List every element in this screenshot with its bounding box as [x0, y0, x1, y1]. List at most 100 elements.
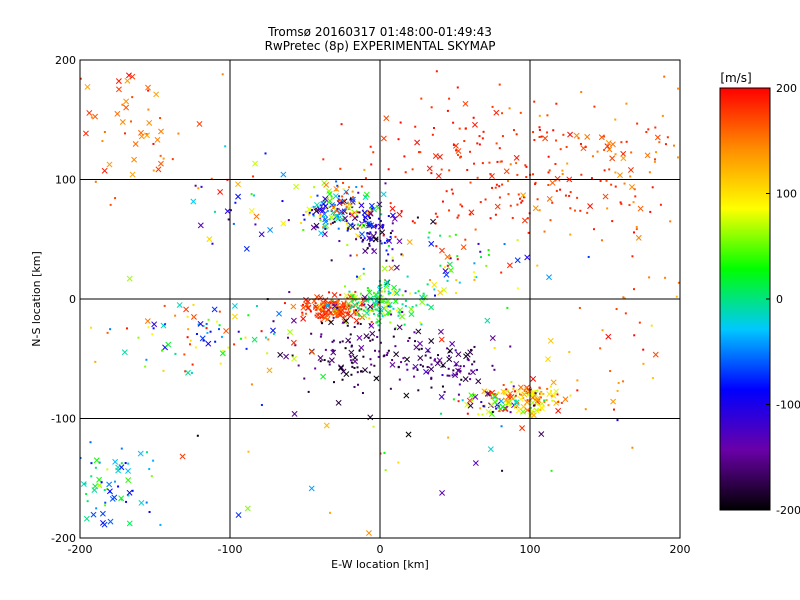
x-marker-point [115, 86, 122, 93]
dot-marker-point [281, 200, 284, 203]
dot-marker-point [634, 195, 637, 198]
x-marker-point [290, 317, 297, 324]
dot-marker-point [359, 322, 362, 325]
dot-marker-point [370, 238, 373, 241]
dot-marker-point [342, 188, 345, 191]
dot-marker-point [381, 315, 384, 318]
x-marker-point [391, 215, 398, 222]
dot-marker-point [440, 412, 443, 415]
x-marker-point [138, 499, 145, 506]
dot-marker-point [498, 147, 501, 150]
x-marker-point [235, 193, 242, 200]
x-tick-label: 0 [377, 543, 384, 556]
dot-marker-point [576, 196, 579, 199]
dot-marker-point [300, 221, 303, 224]
dot-marker-point [387, 349, 390, 352]
dot-marker-point [348, 309, 351, 312]
dot-marker-point [174, 314, 177, 317]
dot-marker-point [358, 211, 361, 214]
dot-marker-point [367, 221, 370, 224]
dot-marker-point [377, 355, 380, 358]
dot-marker-point [117, 485, 120, 488]
dot-marker-point [320, 320, 323, 323]
x-marker-point [462, 376, 469, 383]
dot-marker-point [536, 198, 539, 201]
dot-marker-point [501, 183, 504, 186]
dot-marker-point [373, 312, 376, 315]
dot-marker-point [137, 336, 140, 339]
dot-marker-point [603, 148, 606, 151]
dot-marker-point [163, 323, 166, 326]
dot-marker-point [617, 381, 620, 384]
dot-marker-point [664, 276, 667, 279]
dot-marker-point [624, 312, 627, 315]
x-marker-point [447, 347, 454, 354]
dot-marker-point [586, 211, 589, 214]
dot-marker-point [498, 410, 501, 413]
dot-marker-point [605, 179, 608, 182]
dot-marker-point [398, 311, 401, 314]
x-marker-point [544, 356, 551, 363]
x-marker-point [515, 407, 522, 414]
dot-marker-point [633, 288, 636, 291]
dot-marker-point [459, 156, 462, 159]
dot-marker-point [197, 187, 200, 190]
x-marker-point [82, 130, 89, 137]
dot-marker-point [370, 320, 373, 323]
dot-marker-point [502, 384, 505, 387]
dot-marker-point [399, 121, 402, 124]
dot-marker-point [489, 217, 492, 220]
dot-marker-point [333, 204, 336, 207]
dot-marker-point [332, 381, 335, 384]
dot-marker-point [482, 130, 485, 133]
dot-marker-point [487, 253, 490, 256]
dot-marker-point [341, 195, 344, 198]
dot-marker-point [623, 182, 626, 185]
dot-marker-point [336, 300, 339, 303]
x-marker-point [413, 344, 420, 351]
x-marker-point [391, 289, 398, 296]
x-axis-ticks: -200 -100 0 100 200 [68, 543, 691, 556]
dot-marker-point [351, 292, 354, 295]
dot-marker-point [309, 195, 312, 198]
dot-marker-point [503, 243, 506, 246]
x-marker-point [515, 388, 522, 395]
x-marker-point [121, 349, 128, 356]
dot-marker-point [354, 290, 357, 293]
dot-marker-point [448, 354, 451, 357]
dot-marker-point [441, 365, 444, 368]
x-marker-point [199, 335, 206, 342]
dot-marker-point [495, 142, 498, 145]
x-marker-point [550, 379, 557, 386]
x-marker-point [335, 399, 342, 406]
x-marker-point [224, 208, 231, 215]
dot-marker-point [264, 336, 267, 339]
dot-marker-point [445, 190, 448, 193]
dot-marker-point [372, 310, 375, 313]
x-marker-point [84, 83, 91, 90]
x-marker-point [369, 330, 376, 337]
dot-marker-point [516, 239, 519, 242]
x-marker-point [183, 306, 190, 313]
dot-marker-point [382, 234, 385, 237]
dot-marker-point [316, 307, 319, 310]
x-marker-point [485, 408, 492, 415]
dot-marker-point [383, 241, 386, 244]
dot-marker-point [315, 308, 318, 311]
x-marker-point [314, 201, 320, 208]
dot-marker-point [350, 361, 353, 364]
dot-marker-point [534, 183, 537, 186]
dot-marker-point [159, 523, 162, 526]
dot-marker-point [302, 303, 305, 306]
dot-marker-point [349, 333, 352, 336]
dot-marker-point [403, 155, 406, 158]
dot-marker-point [341, 378, 344, 381]
dot-marker-point [332, 316, 335, 319]
dot-marker-point [436, 215, 439, 218]
x-marker-point [290, 303, 297, 310]
x-marker-point [524, 399, 530, 406]
dot-marker-point [272, 320, 275, 323]
x-marker-point [488, 401, 495, 408]
dot-marker-point [335, 308, 338, 311]
dot-marker-point [548, 169, 551, 172]
